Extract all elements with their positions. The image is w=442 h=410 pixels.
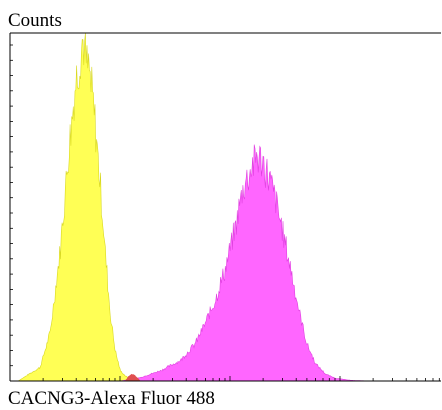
series-2-area bbox=[120, 144, 371, 382]
series-3-area bbox=[124, 373, 142, 382]
series-layer bbox=[16, 32, 371, 382]
y-axis-label: Counts bbox=[8, 10, 62, 31]
y-ticks bbox=[10, 44, 13, 382]
histogram-series-3 bbox=[124, 373, 142, 382]
x-axis-label: CACNG3-Alexa Fluor 488 bbox=[8, 388, 215, 409]
histogram-series-2 bbox=[120, 144, 371, 382]
x-ticks bbox=[9, 376, 440, 381]
histogram-series-1 bbox=[16, 32, 141, 382]
series-1-area bbox=[16, 32, 141, 382]
